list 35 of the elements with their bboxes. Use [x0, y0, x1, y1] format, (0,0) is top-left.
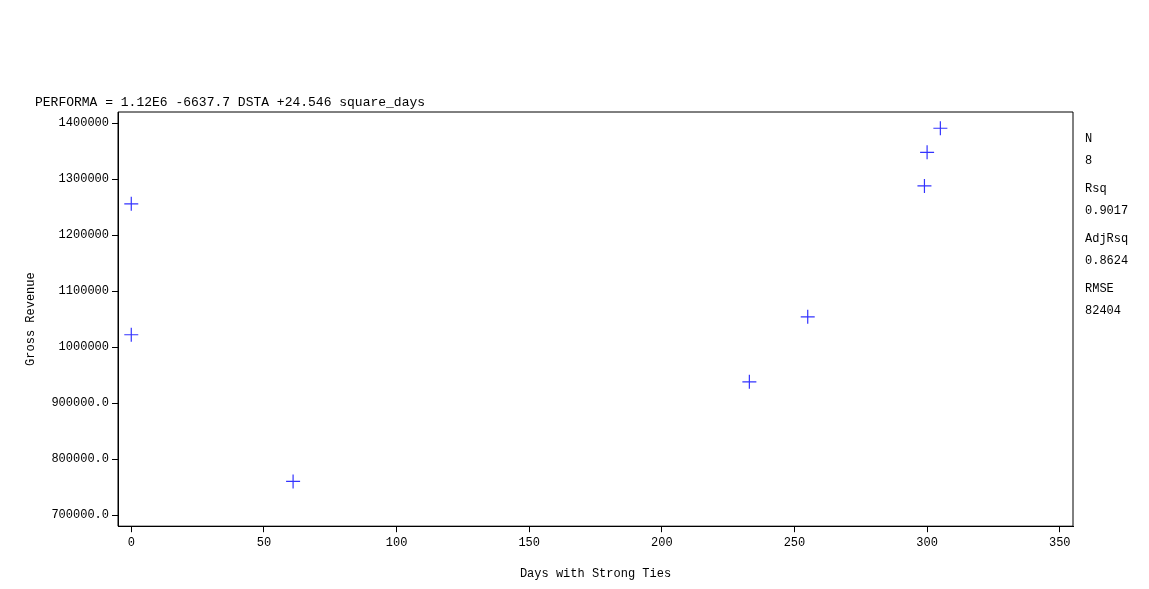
y-tick-label: 1200000 [58, 228, 110, 243]
text: N [1085, 132, 1093, 146]
y-axis-title: Gross Revenue [24, 272, 39, 366]
y-tick-label: 1000000 [58, 340, 110, 355]
point [123, 327, 139, 343]
x-tick-label: 50 [256, 535, 272, 550]
point [123, 196, 139, 212]
point [919, 144, 935, 160]
y-tick-label: 900000.0 [51, 396, 110, 411]
text: AdjRsq [1085, 232, 1129, 246]
text: 0.9017 [1085, 204, 1129, 218]
y-tick-label: 1100000 [58, 284, 110, 299]
point [800, 309, 816, 325]
point [916, 178, 933, 194]
y-tick-label: 1300000 [58, 172, 110, 187]
x-tick-label: 300 [916, 535, 938, 550]
x-tick-label: 150 [518, 535, 540, 550]
y-tick-label: 800000.0 [51, 452, 110, 467]
chart-title: PERFORMA = 1.12E6 -6637.7 DSTA +24.546 square_days [35, 95, 426, 110]
text: 82404 [1085, 304, 1122, 318]
x-tick-label: 0 [127, 535, 135, 550]
point [285, 473, 301, 490]
y-tick-label: 1400000 [58, 116, 110, 131]
text: 0.8624 [1085, 254, 1129, 268]
x-tick-label: 100 [385, 535, 408, 550]
x-tick-label: 350 [1048, 535, 1071, 550]
text: RMSE [1085, 282, 1114, 296]
y-tick-label: 700000.0 [51, 508, 110, 523]
x-tick-label: 200 [651, 535, 673, 550]
x-tick-label: 250 [783, 535, 806, 550]
point [741, 374, 757, 390]
text: Rsq [1085, 182, 1107, 196]
text: 8 [1085, 154, 1093, 168]
point [932, 120, 948, 136]
x-axis-title: Days with Strong Ties [519, 566, 672, 581]
